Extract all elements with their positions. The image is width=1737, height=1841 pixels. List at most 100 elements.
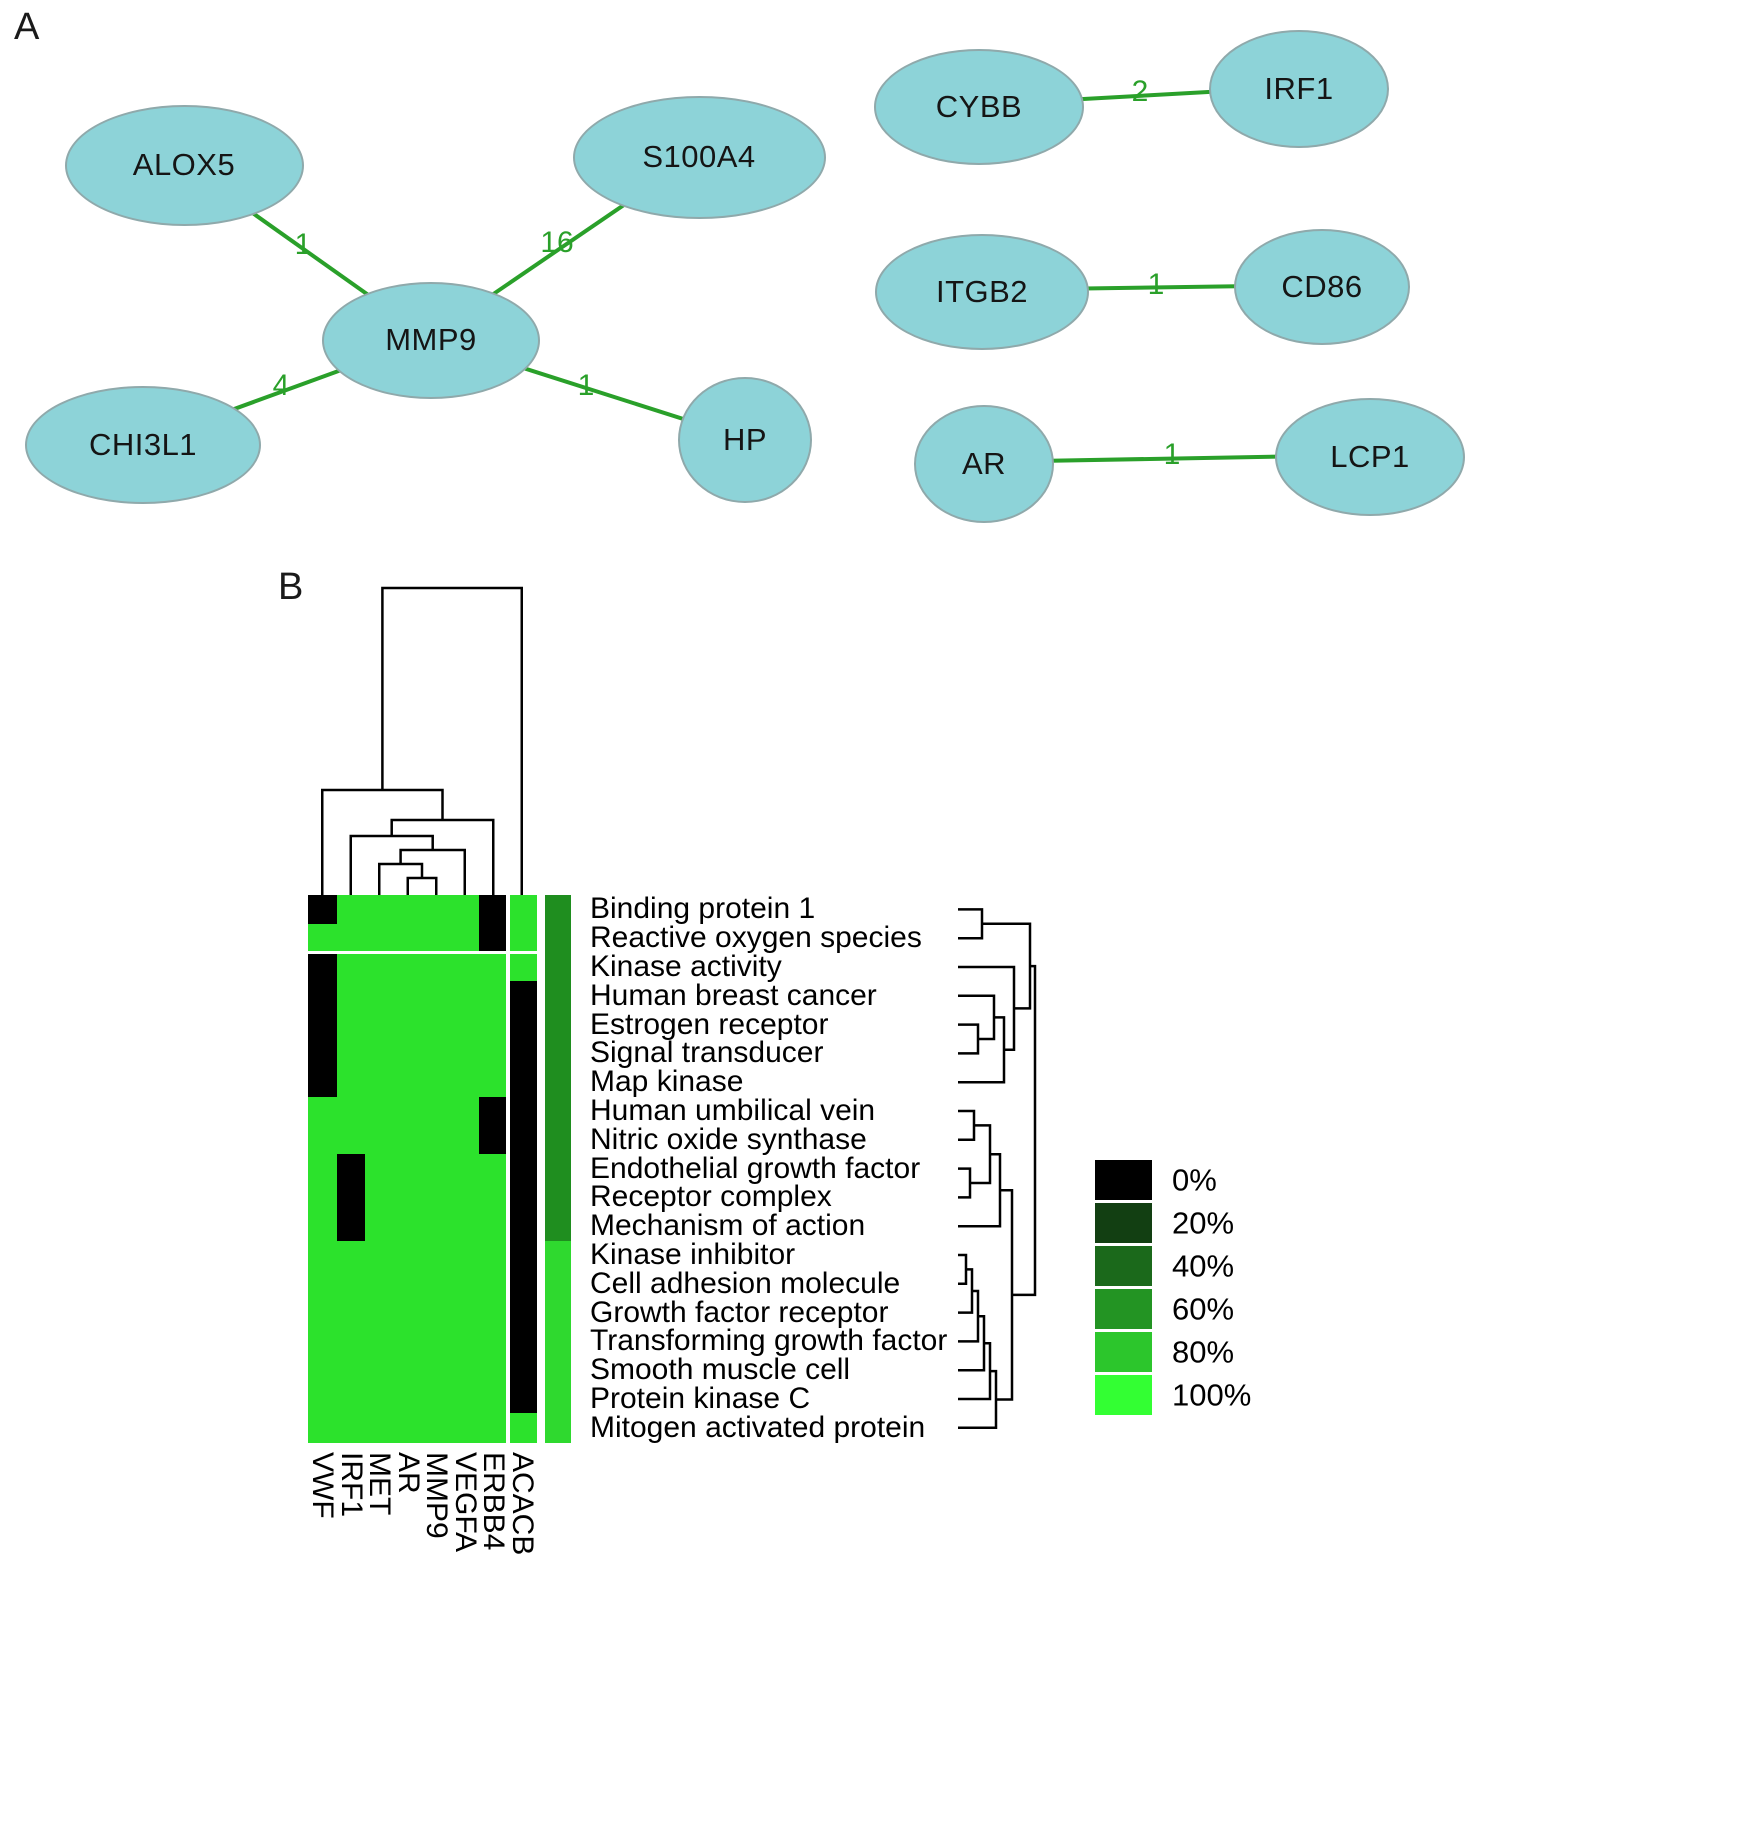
heatmap-row-label: Human umbilical vein (590, 1094, 876, 1127)
heatmap-cell (507, 1183, 537, 1213)
row-strip-cell (545, 1067, 571, 1098)
heatmap-cell (365, 1298, 394, 1328)
heatmap-cell (365, 1154, 394, 1184)
row-strip-cell (545, 1298, 571, 1328)
dendrogram-branch (958, 1314, 986, 1372)
heatmap-cell (365, 1384, 394, 1414)
legend-swatch (1095, 1203, 1152, 1243)
heatmap-cell (479, 895, 508, 925)
heatmap-column-label: ERBB4 (477, 1452, 511, 1551)
dendrogram-branch (406, 876, 438, 895)
heatmap-cell (336, 1067, 366, 1098)
heatmap-cell (507, 981, 537, 1011)
heatmap-cell (365, 1039, 394, 1069)
heatmap-row-label: Smooth muscle cell (590, 1353, 851, 1387)
heatmap-cell (365, 1211, 394, 1242)
heatmap-cell (393, 1096, 423, 1126)
heatmap-cell (479, 1240, 508, 1270)
network-node-alox5: ALOX5 (64, 104, 304, 226)
row-strip-cell (545, 1039, 571, 1069)
heatmap-cell (450, 1269, 480, 1299)
dendrogram-branch (378, 862, 424, 895)
dendrogram-branch (958, 1016, 1006, 1084)
column-dendrogram (321, 586, 523, 895)
heatmap-cell (365, 1327, 394, 1357)
heatmap-cell (336, 1269, 366, 1299)
heatmap-cell (336, 1039, 366, 1069)
heatmap-cell (450, 923, 480, 954)
row-strip-cell (545, 1211, 571, 1242)
heatmap-cell (507, 1211, 537, 1242)
heatmap-cell (308, 1067, 337, 1098)
heatmap-cell (422, 1269, 451, 1299)
heatmap-cell (422, 1327, 451, 1357)
heatmap-cell (308, 1183, 337, 1213)
heatmap-cell (422, 1154, 451, 1184)
heatmap-cell (336, 1413, 366, 1443)
heatmap-row-label: Binding protein 1 (590, 892, 816, 926)
heatmap-cell (479, 981, 508, 1011)
row-strip-cell (545, 1183, 571, 1213)
heatmap-cell (308, 923, 337, 954)
panel-a-label: A (14, 6, 40, 48)
heatmap-row-label: Map kinase (590, 1065, 744, 1099)
heatmap-column-label: VWF (306, 1452, 340, 1519)
heatmap-cell (393, 1154, 423, 1184)
heatmap-cell (393, 981, 423, 1011)
heatmap-cell (422, 1125, 451, 1155)
heatmap-cell (336, 1240, 366, 1270)
heatmap-row-label: Nitric oxide synthase (590, 1122, 867, 1156)
heatmap-cell (336, 952, 366, 982)
heatmap-cell (393, 1039, 423, 1069)
heatmap-cell (507, 1125, 537, 1155)
heatmap-cell (507, 1298, 537, 1328)
row-strip-cell (545, 1355, 571, 1386)
dendrogram-branch (349, 834, 434, 895)
heatmap-row-label: Mitogen activated protein (590, 1410, 926, 1444)
heatmap-cell (422, 1039, 451, 1069)
column-cluster-separator (505, 895, 510, 1444)
heatmap-cell (479, 1125, 508, 1155)
network-node-mmp9: MMP9 (322, 281, 540, 399)
heatmap-cell (336, 895, 366, 925)
heatmap-cell (450, 1067, 480, 1098)
network-node-chi3l1: CHI3L1 (25, 386, 261, 504)
edge-weight-label: 2 (1131, 75, 1149, 108)
row-strip-cell (545, 923, 571, 954)
network-node-ar: AR (914, 405, 1054, 523)
heatmap-cell (507, 1240, 537, 1270)
legend-label: 40% (1172, 1248, 1235, 1284)
heatmap-cell (422, 1067, 451, 1098)
heatmap-cell (450, 1413, 480, 1443)
heatmap-cell (450, 1298, 480, 1328)
heatmap-cell (422, 1096, 451, 1126)
heatmap-cell (336, 1096, 366, 1126)
heatmap-row-label: Kinase inhibitor (590, 1238, 796, 1271)
heatmap-cell (422, 1211, 451, 1242)
heatmap-row-label: Cell adhesion molecule (590, 1266, 901, 1300)
heatmap-cell (393, 923, 423, 954)
heatmap-cell (393, 895, 423, 925)
heatmap-cell (308, 1298, 337, 1328)
heatmap-cell (450, 981, 480, 1011)
network-node-itgb2: ITGB2 (875, 234, 1089, 350)
heatmap-row-label: Mechanism of action (590, 1209, 866, 1243)
heatmap-cell (507, 923, 537, 954)
heatmap-cell (479, 1211, 508, 1242)
edge-weight-label: 1 (1163, 438, 1181, 471)
heatmap-row-label: Reactive oxygen species (590, 921, 922, 955)
heatmap-cell (450, 1154, 480, 1184)
heatmap-cell (422, 1010, 451, 1040)
heatmap-cell (393, 1384, 423, 1414)
heatmap-cell (336, 1010, 366, 1040)
heatmap-cell (450, 1125, 480, 1155)
row-strip-cell (545, 952, 571, 982)
heatmap-cell (479, 1384, 508, 1414)
dendrogram-branch (958, 1268, 974, 1314)
heatmap-cell (479, 1269, 508, 1299)
network-node-hp: HP (678, 377, 812, 503)
heatmap-cell (308, 1240, 337, 1270)
heatmap-cell (336, 1183, 366, 1213)
heatmap-cell (365, 1183, 394, 1213)
heatmap-row-label: Endothelial growth factor (590, 1151, 921, 1185)
